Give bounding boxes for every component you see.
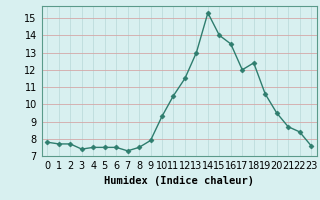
X-axis label: Humidex (Indice chaleur): Humidex (Indice chaleur) [104,176,254,186]
